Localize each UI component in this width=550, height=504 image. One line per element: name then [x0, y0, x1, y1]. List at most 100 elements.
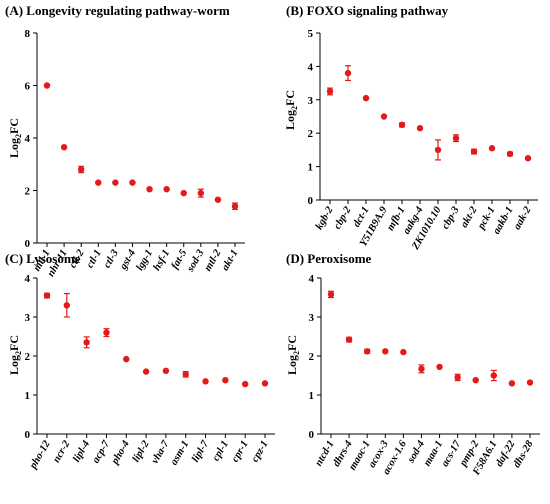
y-tick-label: 3 [25, 312, 31, 324]
y-tick-label: 4 [25, 273, 31, 285]
x-tick-label: kgb-2 [314, 204, 336, 231]
x-tick-label: mtl-2 [203, 247, 224, 273]
data-point [345, 336, 353, 343]
y-tick-label: 2 [25, 186, 31, 198]
data-point [214, 196, 222, 203]
data-point [382, 348, 389, 355]
data-point [416, 124, 424, 132]
data-point [77, 166, 85, 173]
data-point [506, 150, 514, 158]
data-point [162, 367, 170, 375]
data-point [60, 143, 68, 151]
panel-title: (C) Lysosome [5, 251, 81, 266]
panel-title: (A) Longevity regulating pathway-worm [5, 3, 230, 18]
x-tick-label: asm-1 [169, 439, 192, 467]
y-tick-label: 4 [25, 133, 31, 145]
data-point [231, 203, 239, 210]
y-tick-label: 4 [309, 273, 315, 285]
data-point [63, 302, 71, 309]
x-tick-label: lipl-4 [71, 439, 92, 464]
y-tick-label: 0 [25, 238, 31, 250]
panel-foxo: (B) FOXO signaling pathway Log2FC 0 1 2 3 4 5… [283, 3, 538, 253]
data-point [112, 179, 119, 186]
data-point [472, 376, 479, 384]
y-tick-label: 0 [308, 195, 314, 207]
data-point [508, 380, 516, 387]
data-point [400, 348, 407, 356]
data-point [344, 69, 352, 77]
x-tick-label: aak-2 [512, 204, 534, 231]
y-axis-label: Log2FC [7, 335, 23, 375]
data-point [434, 146, 442, 154]
data-point [524, 155, 532, 162]
data-point [222, 376, 229, 384]
x-tick-label: lipl-7 [190, 438, 211, 464]
data-point [123, 355, 130, 363]
y-tick-label: 2 [308, 128, 314, 140]
x-tick-label: cpl-1 [211, 439, 231, 463]
panel-peroxisome: (D) Peroxisome Log2FC 01234ntcd-1dhrs-4m… [285, 251, 540, 478]
x-tick-label: ncr-2 [51, 438, 73, 464]
y-tick-label: 3 [308, 95, 314, 107]
data-point [142, 368, 150, 375]
x-tick-label: sod-3 [185, 248, 207, 275]
data-point [490, 372, 498, 379]
x-tick-label: hsf-1 [152, 248, 173, 273]
data-point [83, 339, 90, 346]
data-point [398, 121, 406, 129]
data-point [261, 380, 269, 387]
data-point [43, 292, 51, 299]
data-point [470, 148, 478, 155]
data-point [362, 94, 370, 102]
data-point [436, 363, 443, 371]
data-point [95, 179, 102, 186]
y-tick-label: 2 [25, 351, 31, 363]
data-point [202, 378, 209, 385]
panel-title: (D) Peroxisome [286, 251, 372, 266]
y-tick-label: 8 [25, 28, 31, 40]
x-tick-label: lgg-1 [135, 248, 156, 273]
data-point [43, 82, 51, 89]
data-point [418, 365, 425, 373]
x-tick-label: dhs-28 [511, 438, 535, 469]
x-tick-label: cpr-1 [230, 439, 251, 464]
x-tick-label: gst-4 [118, 248, 139, 273]
y-tick-label: 3 [309, 312, 315, 324]
data-point [180, 189, 187, 197]
data-point [182, 371, 189, 378]
data-point [129, 179, 136, 186]
data-point [488, 145, 496, 152]
x-tick-label: pho-12 [27, 438, 53, 471]
x-tick-label: cbp-3 [440, 205, 461, 231]
x-tick-label: cbp-2 [332, 204, 354, 231]
data-point [163, 185, 170, 193]
data-point [241, 380, 249, 388]
x-tick-label: pho-4 [109, 439, 132, 467]
data-point [380, 113, 388, 120]
data-point [327, 291, 335, 298]
y-axis-label: Log2FC [7, 118, 23, 158]
y-tick-label: 4 [308, 61, 314, 73]
y-tick-label: 1 [308, 162, 314, 174]
y-tick-label: 0 [25, 429, 31, 441]
panel-title: (B) FOXO signaling pathway [286, 3, 449, 18]
y-tick-label: 5 [308, 28, 314, 40]
data-point [363, 348, 371, 355]
data-point [526, 379, 534, 386]
y-tick-label: 1 [25, 390, 31, 402]
y-tick-label: 2 [309, 351, 315, 363]
data-point [103, 329, 110, 336]
x-tick-label: cpz-1 [250, 439, 271, 464]
data-point [452, 135, 460, 142]
x-tick-label: akt-1 [220, 248, 241, 273]
y-tick-label: 1 [309, 390, 315, 402]
data-point [454, 374, 461, 381]
data-point [197, 189, 205, 197]
y-tick-label: 6 [25, 81, 31, 93]
panel-lysosome: (C) Lysosome Log2FC 01234pho-12ncr-2lipl… [5, 251, 275, 472]
data-point [146, 185, 153, 193]
panel-longevity: (A) Longevity regulating pathway-worm Lo… [5, 3, 245, 279]
y-tick-label: 0 [309, 429, 315, 441]
y-axis-label: Log2FC [285, 335, 301, 375]
